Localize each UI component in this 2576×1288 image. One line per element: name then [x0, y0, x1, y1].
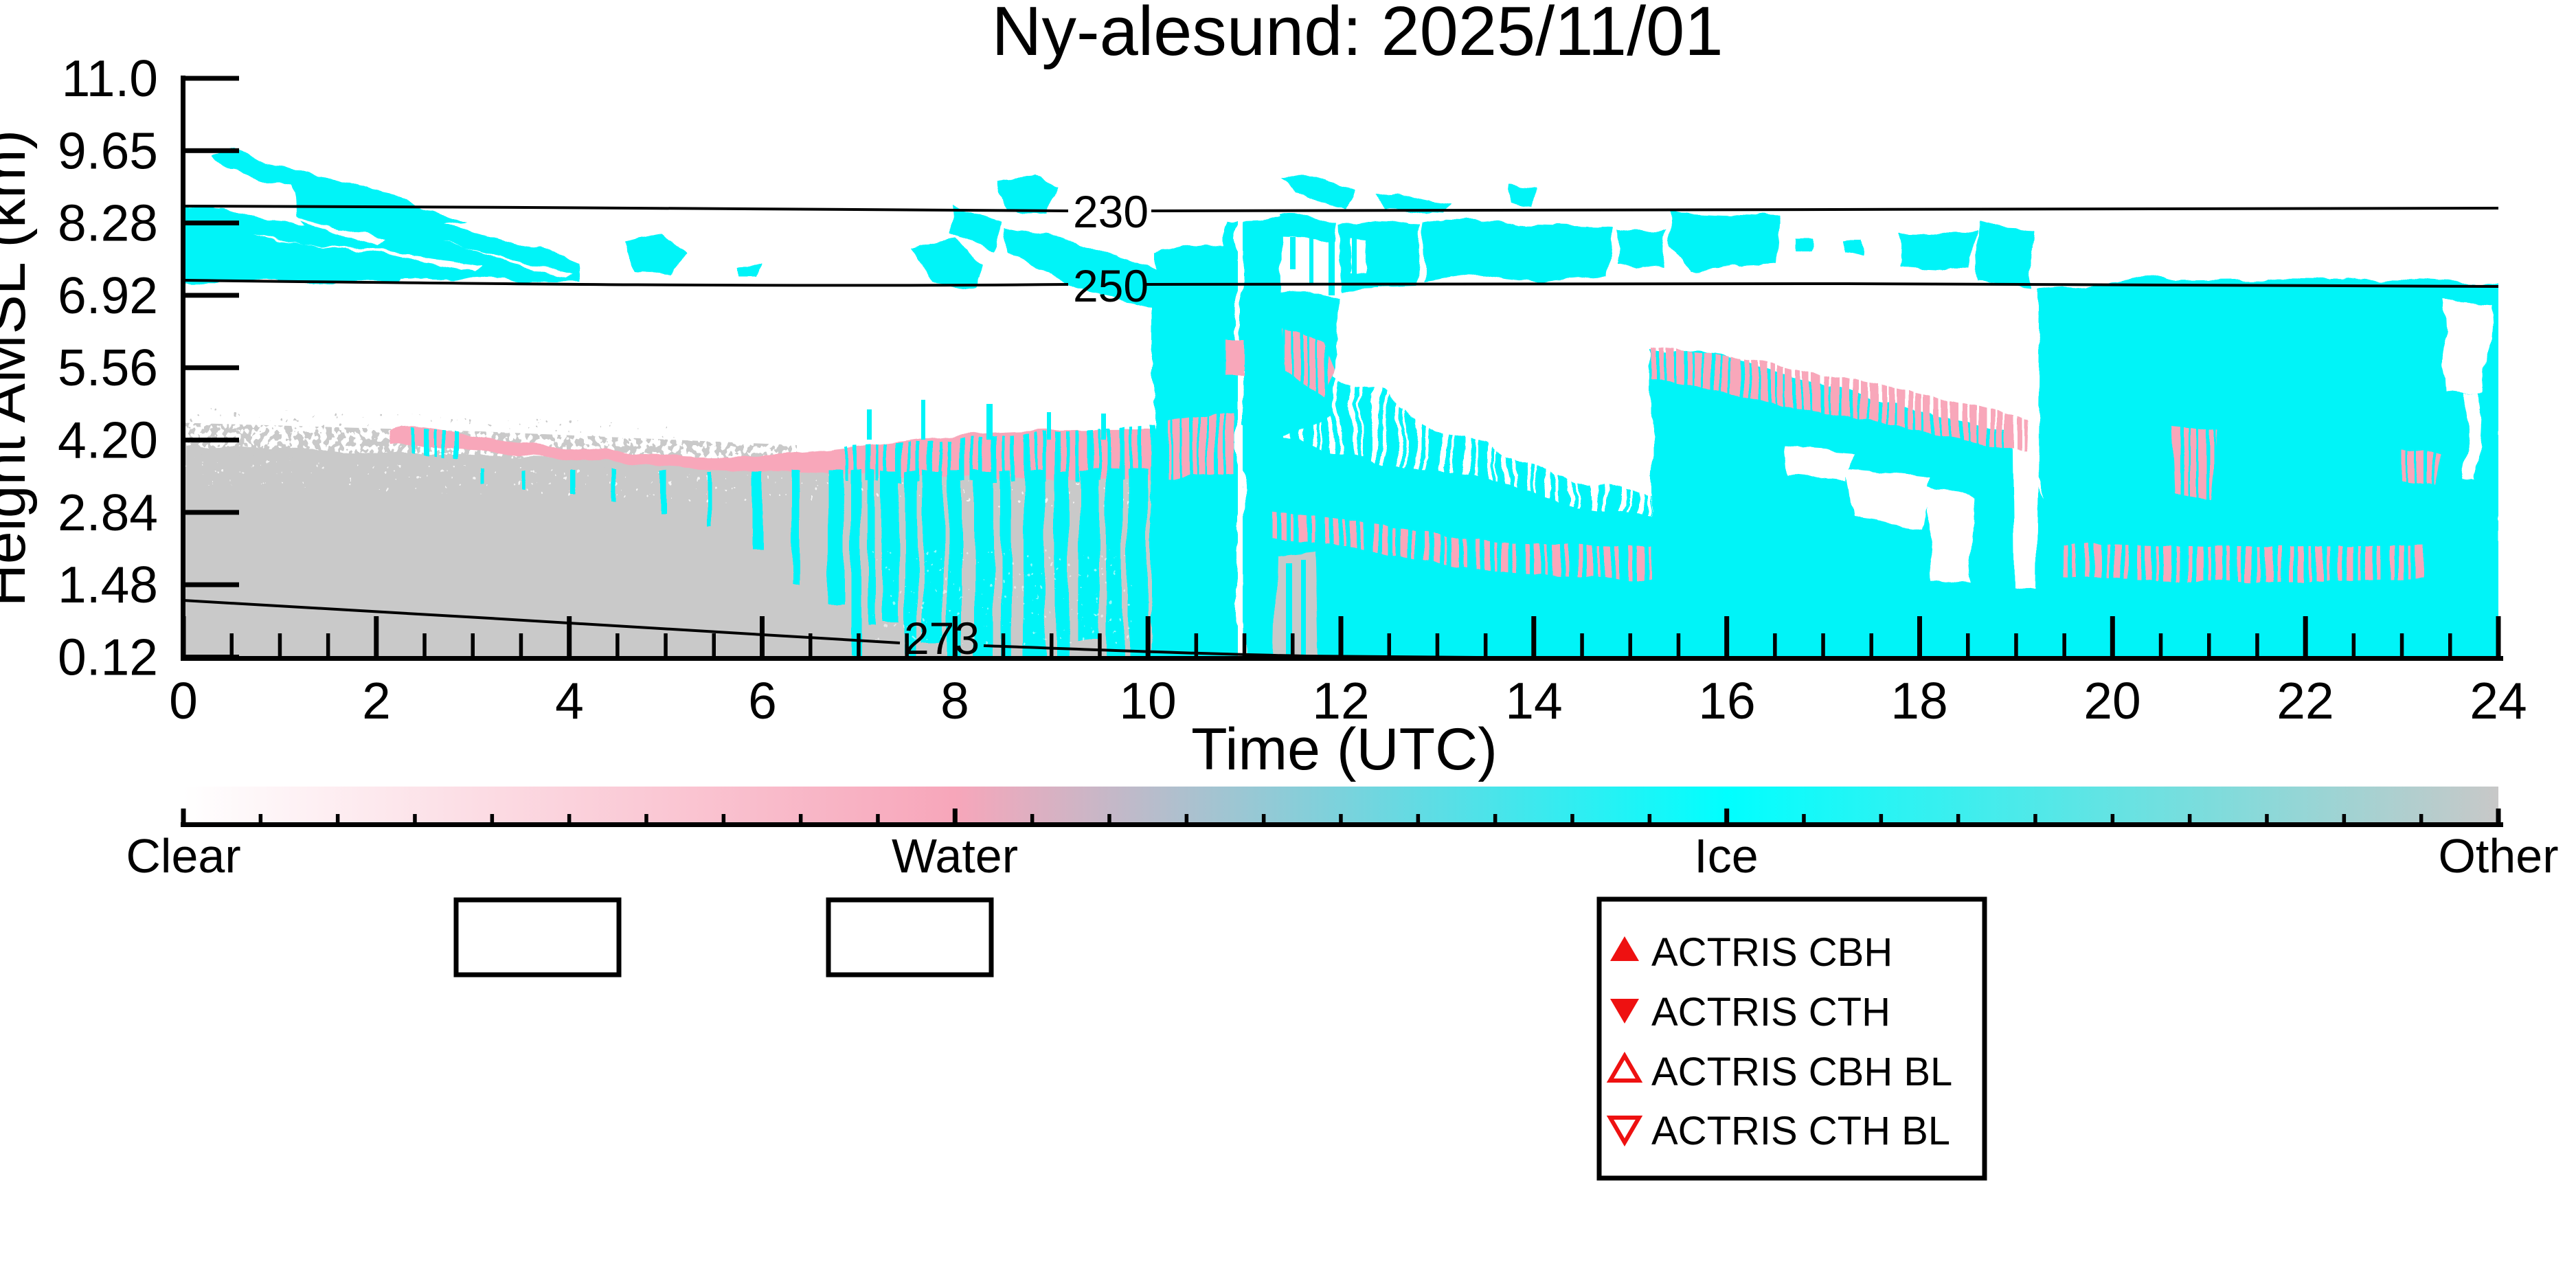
- svg-text:ACTRIS CBH BL: ACTRIS CBH BL: [1651, 1050, 1952, 1094]
- svg-text:22: 22: [2276, 672, 2334, 730]
- svg-text:1.48: 1.48: [58, 556, 158, 613]
- svg-text:4.20: 4.20: [58, 411, 158, 469]
- svg-text:10: 10: [1119, 672, 1176, 730]
- svg-text:ACTRIS CBH: ACTRIS CBH: [1651, 930, 1893, 975]
- svg-text:ACTRIS CTH: ACTRIS CTH: [1651, 990, 1890, 1035]
- svg-text:Clear: Clear: [126, 829, 240, 883]
- svg-text:14: 14: [1505, 672, 1562, 730]
- svg-text:8.28: 8.28: [58, 194, 158, 252]
- svg-text:9.65: 9.65: [58, 122, 158, 179]
- svg-text:18: 18: [1890, 672, 1947, 730]
- svg-text:Ice: Ice: [1694, 829, 1758, 883]
- svg-text:Time (UTC): Time (UTC): [1191, 716, 1498, 782]
- svg-text:2.84: 2.84: [58, 484, 158, 541]
- svg-text:0.12: 0.12: [58, 629, 158, 686]
- svg-text:2: 2: [362, 672, 391, 730]
- svg-text:6.92: 6.92: [58, 267, 158, 324]
- svg-text:250: 250: [1073, 260, 1149, 311]
- svg-text:20: 20: [2083, 672, 2140, 730]
- svg-text:ACTRIS CTH BL: ACTRIS CTH BL: [1651, 1109, 1950, 1153]
- svg-text:5.56: 5.56: [58, 339, 158, 396]
- svg-text:12: 12: [1312, 672, 1369, 730]
- svg-text:Height AMSL (km): Height AMSL (km): [0, 130, 38, 607]
- svg-text:Ny-alesund: 2025/11/01: Ny-alesund: 2025/11/01: [992, 0, 1724, 70]
- svg-text:230: 230: [1073, 186, 1149, 237]
- svg-text:11.0: 11.0: [62, 49, 158, 107]
- svg-text:24: 24: [2470, 672, 2527, 730]
- svg-text:4: 4: [555, 672, 584, 730]
- svg-text:Water: Water: [892, 829, 1018, 883]
- svg-text:16: 16: [1698, 672, 1755, 730]
- svg-text:273: 273: [904, 613, 980, 664]
- svg-text:6: 6: [748, 672, 777, 730]
- svg-text:8: 8: [940, 672, 969, 730]
- svg-text:Other: Other: [2438, 829, 2558, 883]
- svg-text:0: 0: [169, 672, 198, 730]
